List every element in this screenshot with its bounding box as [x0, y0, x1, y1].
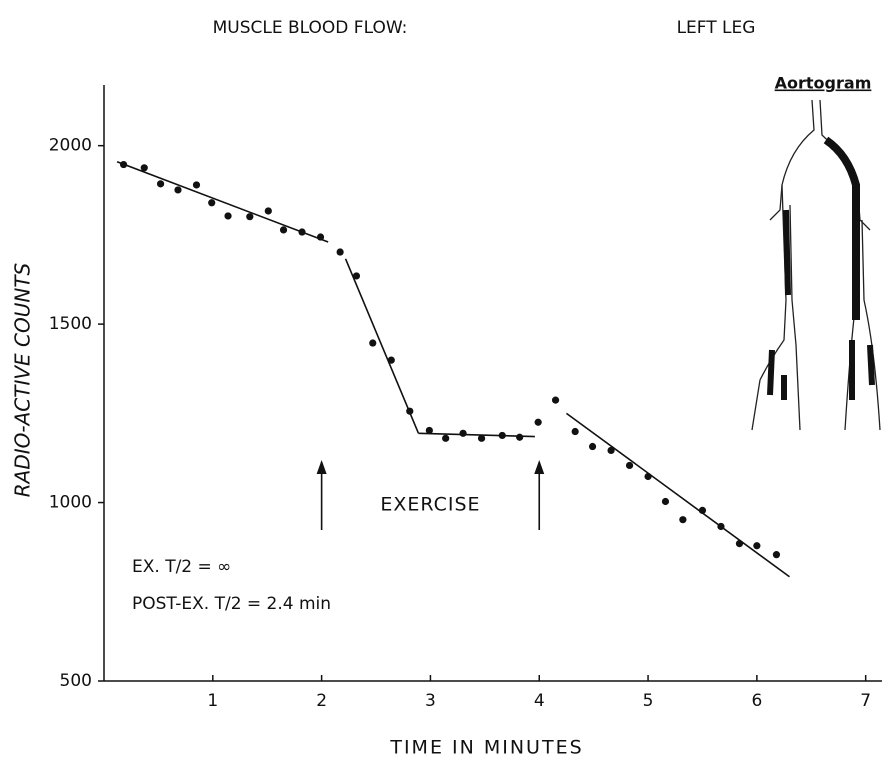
point — [298, 228, 306, 236]
arrow-label: EXERCISE — [380, 494, 480, 516]
fit-line — [116, 160, 329, 243]
point — [625, 461, 634, 470]
fit-line — [418, 432, 535, 438]
point — [140, 164, 148, 172]
point — [571, 427, 579, 436]
point — [442, 434, 450, 442]
chart-title: MUSCLE BLOOD FLOW: — [213, 18, 408, 38]
x-tick-label: 5 — [643, 691, 654, 711]
point — [772, 551, 781, 559]
x-tick-label: 3 — [425, 691, 436, 711]
arrow-head — [316, 460, 327, 474]
x-tick-label: 1 — [207, 691, 218, 711]
point — [516, 433, 524, 441]
point — [607, 446, 615, 455]
point — [369, 339, 377, 347]
point — [551, 396, 560, 404]
point — [679, 516, 687, 524]
annotation: EX. T/2 = ∞ — [132, 557, 231, 577]
point — [498, 431, 506, 440]
arrow-head — [534, 460, 545, 474]
y-tick-label: 2000 — [49, 136, 92, 156]
point — [316, 233, 325, 241]
y-tick-label: 1500 — [49, 314, 92, 334]
point — [156, 180, 165, 188]
point — [753, 542, 761, 550]
point — [644, 472, 652, 481]
point — [208, 199, 216, 207]
point — [425, 426, 433, 435]
point — [459, 429, 467, 437]
fit-line — [344, 258, 420, 434]
point — [387, 356, 395, 364]
aortogram — [751, 99, 881, 431]
point — [406, 407, 414, 415]
x-tick-label: 2 — [316, 691, 327, 711]
fit-line — [565, 412, 790, 578]
point — [264, 207, 272, 215]
y-tick-label: 1000 — [49, 493, 92, 513]
point — [119, 160, 128, 169]
point — [534, 418, 542, 426]
point — [336, 248, 344, 256]
point — [279, 226, 288, 234]
inset-label: Aortogram — [775, 74, 872, 93]
point — [717, 522, 725, 531]
point — [588, 442, 597, 451]
point — [735, 539, 744, 548]
point — [224, 212, 232, 220]
y-tick-label: 500 — [60, 671, 92, 691]
chart-subtitle: LEFT LEG — [677, 18, 756, 38]
x-tick-label: 4 — [534, 691, 545, 711]
point — [192, 181, 201, 189]
x-tick-label: 6 — [751, 691, 762, 711]
y-axis-label: RADIO-ACTIVE COUNTS — [11, 262, 35, 497]
point — [352, 272, 361, 280]
x-axis-label: TIME IN MINUTES — [389, 737, 583, 759]
annotation: POST-EX. T/2 = 2.4 min — [132, 594, 331, 614]
point — [698, 506, 707, 515]
point — [477, 434, 486, 442]
point — [246, 213, 254, 221]
point — [661, 497, 670, 506]
x-tick-label: 7 — [860, 691, 871, 711]
point — [174, 186, 182, 194]
